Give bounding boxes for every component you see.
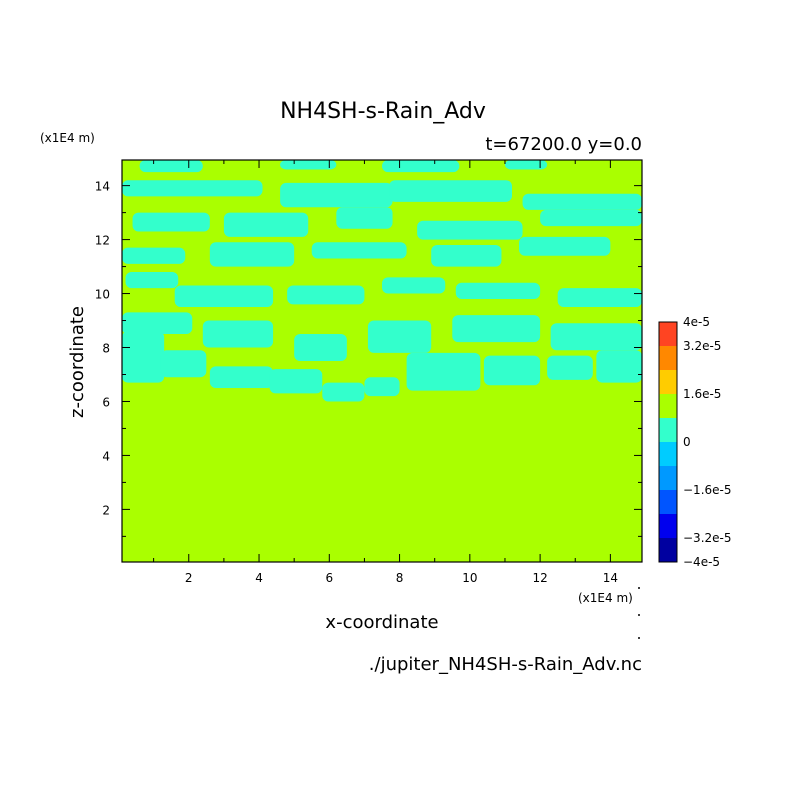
field-negative-region <box>557 288 642 308</box>
x-tick-label: 2 <box>185 571 193 585</box>
y-tick-label: 2 <box>102 503 110 517</box>
field-negative-region <box>364 377 400 397</box>
colorbar-tick-label: −4e-5 <box>683 555 720 569</box>
colorbar-tick-label: 0 <box>683 435 691 449</box>
y-tick-label: 14 <box>95 180 110 194</box>
axes: 2 4 6 8 10 12 14 2 4 6 8 10 12 14 <box>95 159 643 585</box>
field-negative-region <box>455 282 541 299</box>
field-negative-region <box>209 242 295 267</box>
chart-subtitle: t=67200.0 y=0.0 <box>485 134 642 155</box>
colorbar-segment <box>659 418 677 442</box>
x-unit-label: (x1E4 m) <box>578 591 633 605</box>
field-negative-region <box>294 334 347 361</box>
plot-frame <box>121 159 643 563</box>
field-negative-region <box>269 369 323 394</box>
colorbar-segment <box>659 514 677 538</box>
field-negative-region <box>367 320 432 353</box>
field-negative-region <box>519 236 611 256</box>
field-negative-region <box>122 247 186 264</box>
colorbar-segment <box>659 490 677 514</box>
field-negative-region <box>547 355 593 380</box>
field-negative-region <box>223 212 309 237</box>
field-negative-region <box>202 320 274 348</box>
field-negative-region <box>522 193 642 210</box>
field-negative-region <box>596 350 642 383</box>
colorbar-tick-label: 1.6e-5 <box>683 387 721 401</box>
y-tick-label: 12 <box>95 234 110 248</box>
y-axis-label: z-coordinate <box>67 306 88 418</box>
field-negative-region <box>504 160 548 170</box>
colorbar-tick-label: 3.2e-5 <box>683 339 721 353</box>
field-negative-region <box>540 209 642 227</box>
x-tick-label: 4 <box>255 571 263 585</box>
corner-dots <box>638 587 640 639</box>
y-tick-label: 6 <box>102 395 110 409</box>
colorbar-segment <box>659 346 677 370</box>
x-tick-label: 8 <box>396 571 404 585</box>
y-tick-label: 10 <box>95 288 110 302</box>
colorbar-segment <box>659 322 677 346</box>
y-tick-label: 4 <box>102 449 110 463</box>
field-negative-region <box>160 350 207 378</box>
colorbar-segment <box>659 466 677 490</box>
chart-title: NH4SH-s-Rain_Adv <box>280 99 486 124</box>
field-negative-region <box>122 312 193 335</box>
field-negative-region <box>122 180 263 197</box>
x-tick-label: 14 <box>603 571 618 585</box>
colorbar-segment <box>659 394 677 418</box>
field-negative-region <box>174 285 274 308</box>
heatmap-field <box>122 160 642 562</box>
x-axis-label: x-coordinate <box>325 612 438 633</box>
field-negative-region <box>483 355 541 386</box>
colorbar-tick-label: 4e-5 <box>683 315 710 329</box>
field-negative-region <box>382 277 446 294</box>
field-negative-region <box>406 352 481 391</box>
colorbar-tick-label: −3.2e-5 <box>683 531 732 545</box>
field-negative-region <box>280 160 337 170</box>
field-negative-region <box>209 366 274 388</box>
field-negative-region <box>132 212 210 232</box>
colorbar-segment <box>659 538 677 562</box>
field-negative-region <box>417 220 523 240</box>
x-tick-label: 6 <box>325 571 333 585</box>
field-negative-region <box>322 382 365 402</box>
y-tick-label: 8 <box>102 342 110 356</box>
colorbar-tick-label: −1.6e-5 <box>683 483 732 497</box>
z-unit-label: (x1E4 m) <box>40 131 95 145</box>
field-negative-region <box>389 180 512 202</box>
x-tick-label: 12 <box>532 571 547 585</box>
field-negative-region <box>122 331 165 383</box>
colorbar: 4e-5 3.2e-5 1.6e-5 0 −1.6e-5 −3.2e-5 −4e-5 <box>658 315 732 569</box>
field-negative-region <box>311 242 407 259</box>
field-negative-region <box>287 285 365 305</box>
file-path-label: ./jupiter_NH4SH-s-Rain_Adv.nc <box>369 654 642 675</box>
field-negative-region <box>139 160 203 173</box>
field-negative-region <box>550 323 642 351</box>
field-negative-region <box>382 160 460 173</box>
field-negative-region <box>125 271 179 289</box>
field-negative-region <box>280 182 393 208</box>
colorbar-frame <box>658 321 678 563</box>
field-negative-region <box>336 207 393 229</box>
colorbar-segment <box>659 442 677 466</box>
colorbar-segment <box>659 370 677 394</box>
field-negative-region <box>452 315 541 343</box>
field-negative-region <box>431 244 502 267</box>
x-tick-label: 10 <box>462 571 477 585</box>
